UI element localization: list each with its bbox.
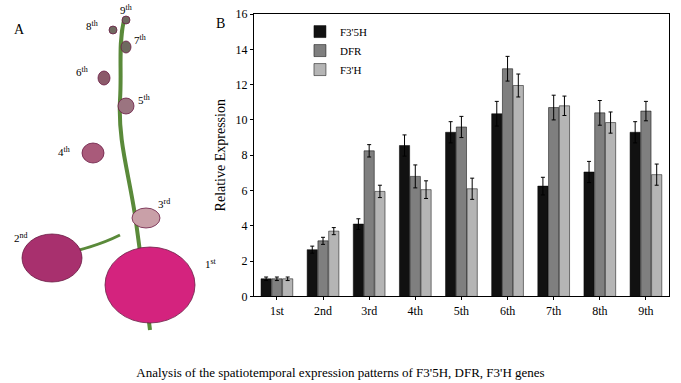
svg-text:8th: 8th <box>592 304 607 318</box>
svg-text:Relative Expression: Relative Expression <box>213 99 228 211</box>
svg-text:9th: 9th <box>638 304 653 318</box>
svg-text:F3'H: F3'H <box>340 64 362 76</box>
svg-text:3rd: 3rd <box>361 304 377 318</box>
svg-text:1st: 1st <box>205 257 217 270</box>
svg-text:6: 6 <box>241 184 247 198</box>
svg-text:A: A <box>14 22 25 37</box>
svg-text:6th: 6th <box>76 65 88 78</box>
svg-text:14: 14 <box>235 43 247 57</box>
svg-text:4th: 4th <box>58 145 70 158</box>
svg-text:0: 0 <box>241 290 247 304</box>
svg-text:DFR: DFR <box>340 45 362 57</box>
svg-text:Analysis of the spatiotemporal: Analysis of the spatiotemporal expressio… <box>136 365 544 380</box>
svg-text:6th: 6th <box>500 304 515 318</box>
svg-text:7th: 7th <box>134 33 146 46</box>
svg-text:5th: 5th <box>454 304 469 318</box>
svg-text:3rd: 3rd <box>158 197 170 210</box>
svg-text:5th: 5th <box>138 93 150 106</box>
svg-text:4th: 4th <box>408 304 423 318</box>
svg-text:2nd: 2nd <box>314 304 332 318</box>
svg-text:1st: 1st <box>270 304 285 318</box>
svg-text:2nd: 2nd <box>14 231 28 244</box>
svg-text:10: 10 <box>235 113 247 127</box>
svg-text:B: B <box>216 16 225 31</box>
svg-text:7th: 7th <box>546 304 561 318</box>
svg-text:16: 16 <box>235 7 247 21</box>
svg-text:8: 8 <box>241 148 247 162</box>
svg-text:9th: 9th <box>120 3 132 16</box>
svg-text:8th: 8th <box>86 19 98 32</box>
svg-text:F3'5H: F3'5H <box>340 26 367 38</box>
svg-text:4: 4 <box>241 219 247 233</box>
svg-text:12: 12 <box>235 78 247 92</box>
svg-text:2: 2 <box>241 254 247 268</box>
